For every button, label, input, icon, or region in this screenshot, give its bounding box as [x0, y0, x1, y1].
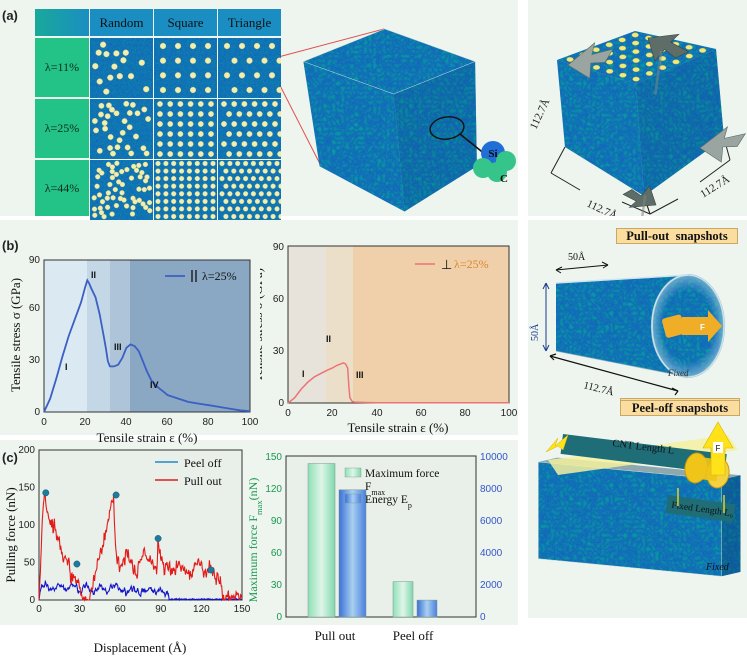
svg-text:80: 80 [459, 408, 471, 419]
svg-text:0: 0 [278, 398, 284, 409]
svg-text:80: 80 [202, 417, 214, 428]
svg-text:0: 0 [36, 604, 42, 615]
svg-text:0: 0 [34, 407, 40, 418]
svg-text:Peel off: Peel off [393, 628, 434, 643]
svg-text:60: 60 [415, 408, 427, 419]
svg-text:60: 60 [161, 417, 173, 428]
svg-text:150: 150 [18, 483, 35, 494]
svg-text:Displacement (Å): Displacement (Å) [94, 640, 187, 655]
svg-text:F: F [716, 444, 721, 453]
svg-text:40: 40 [371, 408, 383, 419]
svg-text:90: 90 [271, 516, 283, 527]
svg-text:120: 120 [265, 484, 282, 495]
svg-text:112.7Å: 112.7Å [528, 97, 552, 131]
svg-text:Tensile strain ε (%): Tensile strain ε (%) [348, 420, 449, 435]
svg-text:4000: 4000 [480, 548, 503, 559]
svg-text:Pull out: Pull out [315, 628, 356, 643]
svg-text:⊥: ⊥ [441, 257, 452, 272]
svg-text:Pull out: Pull out [184, 474, 222, 488]
svg-text:Peel off: Peel off [184, 456, 221, 470]
svg-text:Fixed: Fixed [705, 562, 730, 573]
svg-text:IV: IV [150, 380, 159, 390]
svg-text:100: 100 [18, 520, 35, 531]
svg-text:II: II [326, 334, 331, 344]
svg-text:8000: 8000 [480, 484, 503, 495]
svg-text:0: 0 [41, 417, 47, 428]
svg-text:30: 30 [29, 355, 41, 366]
svg-text:112.7Å: 112.7Å [585, 198, 619, 216]
svg-text:112.7Å: 112.7Å [698, 173, 732, 200]
svg-text:Pulling force (nN): Pulling force (nN) [3, 487, 18, 582]
svg-text:F: F [700, 323, 705, 332]
svg-text:112.7Å: 112.7Å [582, 379, 615, 398]
svg-text:50: 50 [24, 558, 36, 569]
svg-text:120: 120 [193, 604, 210, 615]
svg-text:2000: 2000 [480, 580, 503, 591]
svg-text:100: 100 [501, 408, 518, 419]
svg-text:II: II [91, 270, 96, 280]
svg-text:40: 40 [120, 417, 132, 428]
svg-text:90: 90 [155, 604, 167, 615]
svg-text:60: 60 [273, 294, 285, 305]
svg-text:0: 0 [285, 408, 291, 419]
svg-text:0: 0 [29, 595, 35, 606]
svg-text:Maximum force: Maximum force [365, 468, 439, 480]
svg-text:50Å: 50Å [529, 323, 541, 341]
svg-text:30: 30 [273, 346, 285, 357]
svg-text:150: 150 [234, 604, 251, 615]
svg-text:30: 30 [271, 580, 283, 591]
svg-text:100: 100 [242, 417, 259, 428]
svg-text:III: III [114, 342, 122, 352]
svg-text:60: 60 [29, 303, 41, 314]
svg-text:I: I [302, 369, 305, 379]
svg-text:0: 0 [480, 612, 486, 623]
svg-text:I: I [65, 362, 68, 372]
svg-text:Si: Si [488, 148, 497, 160]
svg-text:50Å: 50Å [568, 251, 586, 263]
svg-text:90: 90 [273, 242, 285, 253]
svg-text:30: 30 [74, 604, 86, 615]
svg-text:III: III [356, 370, 364, 380]
svg-text:λ=25%: λ=25% [202, 269, 237, 283]
svg-text:90: 90 [29, 255, 41, 266]
svg-text:C: C [500, 173, 508, 185]
svg-text:10000: 10000 [480, 452, 508, 463]
svg-text:150: 150 [265, 452, 282, 463]
svg-text:6000: 6000 [480, 516, 503, 527]
svg-text:λ=25%: λ=25% [454, 257, 489, 271]
svg-text:60: 60 [115, 604, 127, 615]
svg-text:20: 20 [326, 408, 338, 419]
svg-text:Tensile stress σ (GPa): Tensile stress σ (GPa) [260, 268, 265, 382]
svg-text:Tensile stress σ (GPa): Tensile stress σ (GPa) [8, 278, 23, 392]
svg-text:0: 0 [276, 612, 282, 623]
svg-text:20: 20 [79, 417, 91, 428]
svg-text:60: 60 [271, 548, 283, 559]
svg-text:Fixed: Fixed [667, 368, 689, 378]
svg-text:200: 200 [18, 445, 35, 456]
